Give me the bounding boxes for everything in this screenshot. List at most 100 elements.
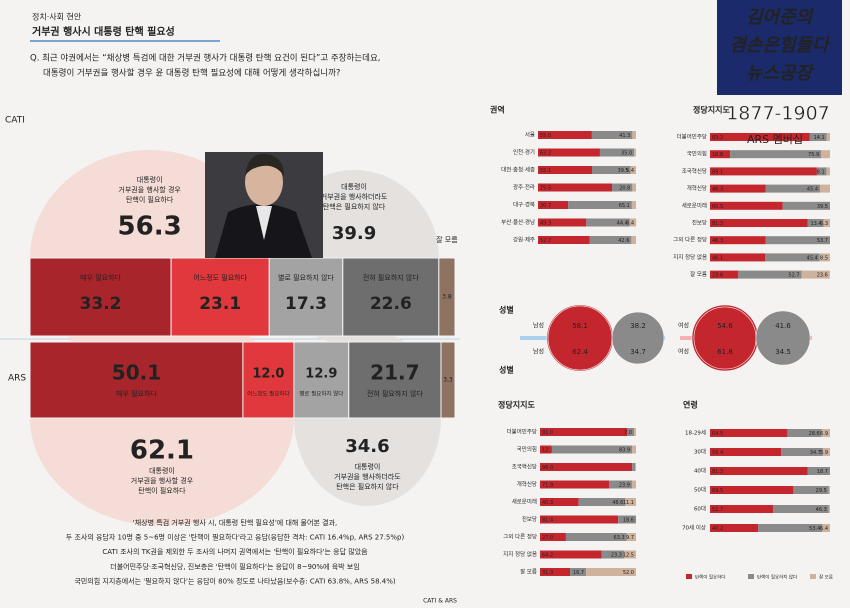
legend-label: 탄핵이 필요하다 — [695, 574, 726, 581]
segment-value: 12.1 — [542, 448, 553, 454]
bar-segment — [591, 131, 633, 139]
segment-value: 46.1 — [712, 255, 723, 261]
segment-value: 81.4 — [542, 518, 553, 524]
bar-segment — [632, 131, 636, 139]
segment-value: 11.1 — [623, 500, 634, 506]
segment-value: 55.1 — [540, 168, 551, 174]
bar-segment — [710, 219, 808, 227]
logo-line: 김어준의 — [746, 7, 815, 28]
segment-value: 23.1 — [199, 294, 241, 314]
row-label: 70세 이상 — [682, 524, 706, 532]
bar-segment — [609, 480, 632, 489]
bar-segment — [538, 218, 587, 227]
section-label: 정치·사회 현안 — [32, 12, 82, 22]
panel-title: 성별 — [499, 305, 514, 315]
segment-value: 13.4 — [810, 221, 821, 227]
segment-value: 6.4 — [820, 526, 828, 532]
bar-segment — [710, 133, 810, 141]
panel-title: 성별 — [499, 365, 514, 375]
segment-value: 75.5 — [540, 186, 551, 192]
bar-segment — [626, 533, 636, 541]
bar-segment — [565, 533, 627, 541]
row-label: 40대 — [694, 467, 706, 475]
bar-segment — [821, 150, 830, 159]
segment-value: 60.5 — [712, 204, 723, 210]
segment-value: 39.5 — [817, 204, 828, 210]
bar-segment — [538, 148, 600, 157]
segment-value: 55.0 — [540, 133, 551, 139]
bubble-value: 34.7 — [630, 348, 646, 356]
segment-name: 잘 모름 — [436, 236, 458, 244]
segment-value: 63.3 — [614, 535, 625, 541]
segment-value: 44.4 — [617, 221, 628, 227]
segment-value: 45.4 — [807, 187, 818, 193]
bubble-value: 34.5 — [775, 348, 791, 356]
segment-value: 3.3 — [443, 377, 453, 384]
bar-segment — [782, 201, 830, 210]
panel-title: 연령 — [683, 400, 698, 410]
segment-value: 48.6 — [612, 500, 623, 506]
method-label: CATI — [5, 116, 25, 126]
bar-segment — [540, 428, 628, 436]
panel-title: 권역 — [490, 105, 505, 115]
row-label: 대전·충청·세종 — [501, 166, 535, 174]
bar-segment — [538, 201, 569, 209]
segment-name: 별로 필요하지 않다 — [278, 273, 335, 282]
membership: ARS 멤버십 — [747, 133, 803, 146]
segment-value: 46.3 — [712, 238, 723, 244]
note-line: 두 조사의 응답자 10명 중 5~6명 이상은 '탄핵이 필요하다'라고 응답… — [66, 533, 405, 542]
note-line: '채상병 특검 거부권 행사 시, 대통령 탄핵 필요성'에 대해 물어본 결과… — [133, 518, 337, 527]
note-line: 국민의힘 지지층에서는 '필요하지 않다'는 응답이 80% 정도로 나타났음(… — [74, 576, 395, 585]
method-label: ARS — [8, 374, 26, 384]
bar-segment — [601, 550, 624, 559]
bar-segment — [342, 257, 440, 337]
bubble-value: 38.2 — [630, 322, 646, 330]
bar-segment — [589, 236, 632, 244]
bar-segment — [710, 448, 782, 456]
bar-segment — [624, 550, 636, 559]
legend-swatch — [810, 574, 816, 579]
segment-value: 23.3 — [611, 553, 622, 559]
bubble-value: 62.4 — [572, 348, 588, 356]
bar-segment — [710, 467, 808, 475]
bar-segment — [630, 166, 636, 174]
bar-segment — [632, 445, 636, 454]
bubble — [755, 310, 811, 366]
segment-value: 50.1 — [112, 361, 161, 385]
bar-segment — [170, 257, 270, 337]
row-label: 진보당 — [692, 219, 707, 227]
segment-value: 83.9 — [619, 448, 630, 454]
branding: 김어준의 겸손은힘들다 뉴스공장 1877-1907 ARS 멤버십 — [717, 0, 842, 146]
segment-value: 28.6 — [809, 431, 820, 437]
row-label: 진보당 — [522, 515, 537, 523]
segment-value: 7.0 — [624, 430, 632, 436]
segment-value: 9.7 — [626, 535, 634, 541]
segment-name: 매우 필요하다 — [116, 389, 157, 398]
segment-value: 53.4 — [809, 526, 820, 532]
segment-value: 75.9 — [808, 152, 819, 158]
row-label: 서울 — [525, 131, 535, 139]
segment-name: 전혀 필요하지 않다 — [363, 273, 420, 282]
bar-segment — [568, 201, 632, 209]
row-label: 잘 모름 — [690, 270, 707, 278]
bar-segment — [538, 236, 590, 244]
bar-segment — [781, 448, 823, 456]
segment-value: 65.1 — [619, 203, 630, 209]
segment-value: 35.0 — [621, 151, 632, 157]
total-label: 대통령이 — [355, 462, 381, 471]
bar-segment — [710, 201, 783, 210]
bubble — [547, 305, 613, 371]
segment-value: 40.2 — [712, 526, 723, 532]
bar-segment — [710, 429, 788, 437]
segment-value: 8.1 — [817, 169, 825, 175]
bar-segment — [540, 550, 602, 559]
row-label: 그외 다른 정당 — [503, 533, 537, 541]
bar-segment — [293, 341, 350, 419]
segment-value: 6.4 — [626, 221, 634, 227]
bar-segment — [635, 463, 636, 471]
bar-segment — [538, 166, 592, 174]
row-label: 60대 — [694, 505, 706, 513]
total-label: 탄핵이 필요하다 — [138, 486, 186, 495]
segment-name: 어느정도 필요하다 — [247, 390, 289, 398]
